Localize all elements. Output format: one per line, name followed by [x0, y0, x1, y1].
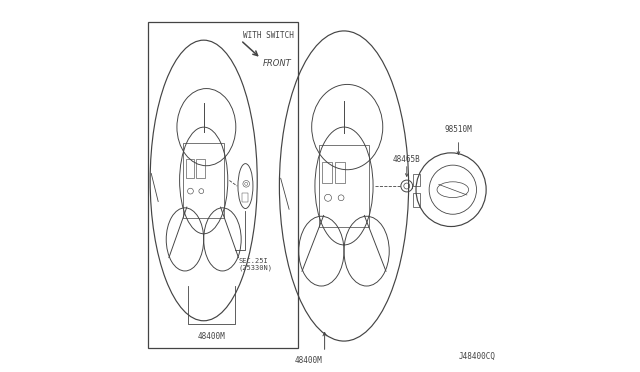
Text: 98510M: 98510M — [445, 125, 472, 134]
Text: J48400CQ: J48400CQ — [458, 352, 495, 361]
Text: 48465B: 48465B — [393, 155, 420, 164]
Text: WITH SWITCH: WITH SWITCH — [243, 31, 294, 40]
Bar — [148, 22, 298, 349]
Bar — [319, 145, 369, 227]
Text: FRONT: FRONT — [263, 60, 292, 68]
Bar — [413, 174, 419, 186]
Text: SEC.25I
(25330N): SEC.25I (25330N) — [239, 258, 273, 271]
Bar — [335, 163, 346, 183]
Bar — [186, 159, 194, 178]
Bar — [322, 163, 332, 183]
Bar — [183, 143, 224, 218]
Bar — [413, 193, 419, 207]
Text: 48400M: 48400M — [294, 356, 323, 365]
Text: 48400M: 48400M — [197, 332, 225, 341]
Bar — [196, 159, 205, 178]
Bar — [243, 193, 248, 202]
